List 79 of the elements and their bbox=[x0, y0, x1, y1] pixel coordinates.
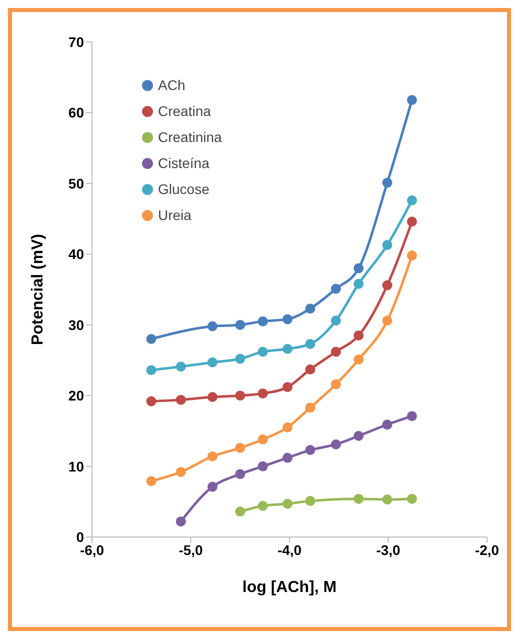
y-tick-label: 40 bbox=[68, 246, 84, 262]
point bbox=[382, 494, 392, 505]
y-axis-title: Potencial (mV) bbox=[30, 234, 47, 346]
point bbox=[330, 284, 341, 294]
point bbox=[258, 461, 268, 472]
y-tick-label: 30 bbox=[68, 316, 84, 333]
point bbox=[176, 516, 186, 526]
point bbox=[235, 442, 246, 453]
y-tick-label: 10 bbox=[68, 458, 84, 474]
point bbox=[176, 466, 186, 477]
point bbox=[235, 354, 246, 364]
point bbox=[207, 357, 218, 368]
point bbox=[235, 390, 246, 401]
point bbox=[406, 411, 417, 422]
point bbox=[406, 250, 417, 261]
point bbox=[354, 430, 364, 441]
point bbox=[354, 330, 364, 340]
point bbox=[146, 334, 156, 344]
point bbox=[146, 476, 156, 486]
point bbox=[354, 494, 364, 504]
point bbox=[330, 346, 341, 357]
point bbox=[354, 354, 364, 365]
y-tick-label: 50 bbox=[68, 175, 84, 192]
point bbox=[354, 278, 364, 289]
point bbox=[305, 402, 316, 413]
y-tick-label: 60 bbox=[68, 104, 84, 121]
point bbox=[235, 320, 246, 330]
point bbox=[207, 392, 218, 402]
point bbox=[282, 344, 293, 354]
point bbox=[330, 316, 341, 326]
point bbox=[176, 362, 186, 372]
point bbox=[146, 365, 156, 376]
point bbox=[354, 263, 364, 274]
point bbox=[146, 396, 156, 406]
point bbox=[406, 195, 417, 206]
point bbox=[235, 469, 246, 480]
point bbox=[305, 304, 316, 314]
point bbox=[382, 178, 392, 188]
point bbox=[207, 482, 218, 492]
point bbox=[406, 216, 417, 227]
point bbox=[406, 494, 417, 504]
legend-label: Creatina bbox=[158, 102, 211, 121]
point bbox=[330, 379, 341, 390]
point bbox=[258, 316, 268, 326]
x-tick-label: -4,0 bbox=[277, 542, 302, 558]
point bbox=[258, 434, 268, 444]
legend-label: Creatinina bbox=[158, 128, 222, 147]
point bbox=[176, 394, 186, 405]
point bbox=[235, 506, 246, 517]
point bbox=[330, 439, 341, 450]
x-axis-title: log [ACh], M bbox=[242, 579, 337, 596]
legend-label: Ureia bbox=[158, 206, 192, 225]
point bbox=[258, 346, 268, 357]
point bbox=[282, 498, 293, 509]
legend-label: Glucose bbox=[158, 180, 210, 199]
point bbox=[258, 500, 268, 511]
point bbox=[406, 94, 417, 105]
point bbox=[382, 420, 392, 430]
x-tick-label: -3,0 bbox=[376, 542, 401, 558]
point bbox=[282, 422, 293, 432]
point bbox=[207, 321, 218, 332]
point bbox=[305, 364, 316, 374]
legend-label: Cisteína bbox=[158, 154, 210, 173]
point bbox=[382, 316, 392, 326]
point bbox=[282, 314, 293, 324]
y-tick-label: 20 bbox=[68, 388, 84, 404]
point bbox=[282, 382, 293, 392]
legend-label: ACh bbox=[158, 76, 186, 95]
x-tick-label: -2,0 bbox=[474, 542, 500, 558]
point bbox=[305, 496, 316, 506]
point bbox=[282, 452, 293, 463]
y-tick-label: 70 bbox=[68, 34, 84, 50]
point bbox=[305, 445, 316, 456]
point bbox=[258, 388, 268, 398]
point bbox=[382, 280, 392, 290]
point bbox=[305, 338, 316, 349]
x-tick-label: -5,0 bbox=[178, 542, 204, 558]
point bbox=[382, 240, 392, 250]
point bbox=[207, 451, 218, 462]
